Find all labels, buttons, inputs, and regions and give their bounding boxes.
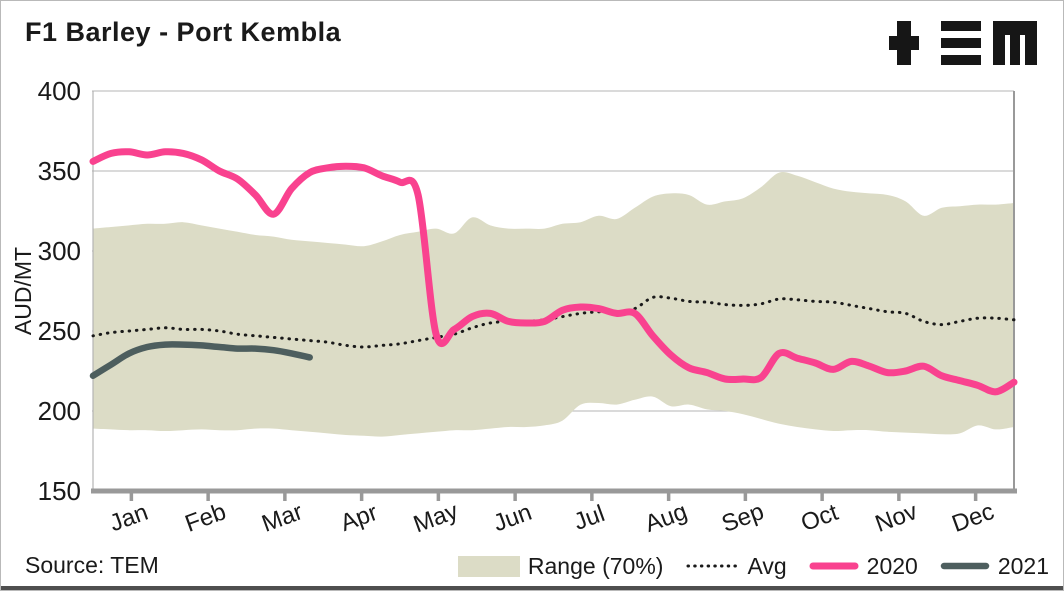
- line-2020: [89, 148, 1018, 396]
- y-tick-label-400: 400: [38, 76, 81, 106]
- x-tick-label-Sep: Sep: [718, 498, 767, 538]
- bottom-border: [1, 586, 1063, 590]
- x-tick-label-Nov: Nov: [872, 498, 921, 538]
- x-tick-label-Jul: Jul: [570, 500, 608, 536]
- legend-item-avg: Avg: [685, 552, 787, 580]
- y-tick-label-250: 250: [38, 316, 81, 346]
- line-2021: [89, 341, 313, 380]
- x-tick-label-Aug: Aug: [641, 498, 690, 538]
- legend-label: Range (70%): [527, 552, 664, 579]
- range-band: [93, 172, 1014, 437]
- line-2020-swatch: [809, 562, 859, 570]
- y-tick-label-300: 300: [38, 236, 81, 266]
- legend-label: Avg: [747, 552, 787, 579]
- y-tick-label-200: 200: [38, 396, 81, 426]
- x-tick-label-May: May: [410, 498, 462, 539]
- x-tick-label-Oct: Oct: [797, 499, 842, 537]
- tem-logo: [889, 21, 1037, 65]
- page-title: F1 Barley - Port Kembla: [25, 17, 342, 47]
- plus-icon: [889, 21, 919, 65]
- avg-line-swatch: [686, 564, 740, 568]
- y-axis-title: AUD/MT: [10, 247, 36, 335]
- x-tick-label-Jun: Jun: [490, 499, 536, 538]
- m-icon: [993, 21, 1037, 65]
- legend-label: 2020: [866, 552, 918, 579]
- source-note: Source: TEM: [25, 552, 159, 578]
- legend-item-2020: 2020: [809, 553, 918, 580]
- legend-item-2021: 2021: [940, 553, 1049, 580]
- avg-line: [91, 295, 1016, 349]
- x-tick-label-Jan: Jan: [106, 499, 152, 538]
- line-2021-swatch: [940, 562, 990, 570]
- x-tick-label-Feb: Feb: [182, 498, 230, 538]
- y-tick-label-150: 150: [38, 476, 81, 506]
- legend-item-range: Range (70%): [457, 552, 664, 580]
- bars-icon: [941, 21, 981, 65]
- range-band-swatch: [457, 555, 520, 577]
- chart-legend: Range (70%) Avg 2020 2021: [457, 549, 1049, 583]
- x-tick-label-Mar: Mar: [258, 498, 306, 538]
- legend-label: 2021: [997, 552, 1049, 579]
- y-tick-label-350: 350: [38, 156, 81, 186]
- x-tick-label-Apr: Apr: [337, 499, 381, 537]
- x-tick-label-Dec: Dec: [948, 498, 997, 538]
